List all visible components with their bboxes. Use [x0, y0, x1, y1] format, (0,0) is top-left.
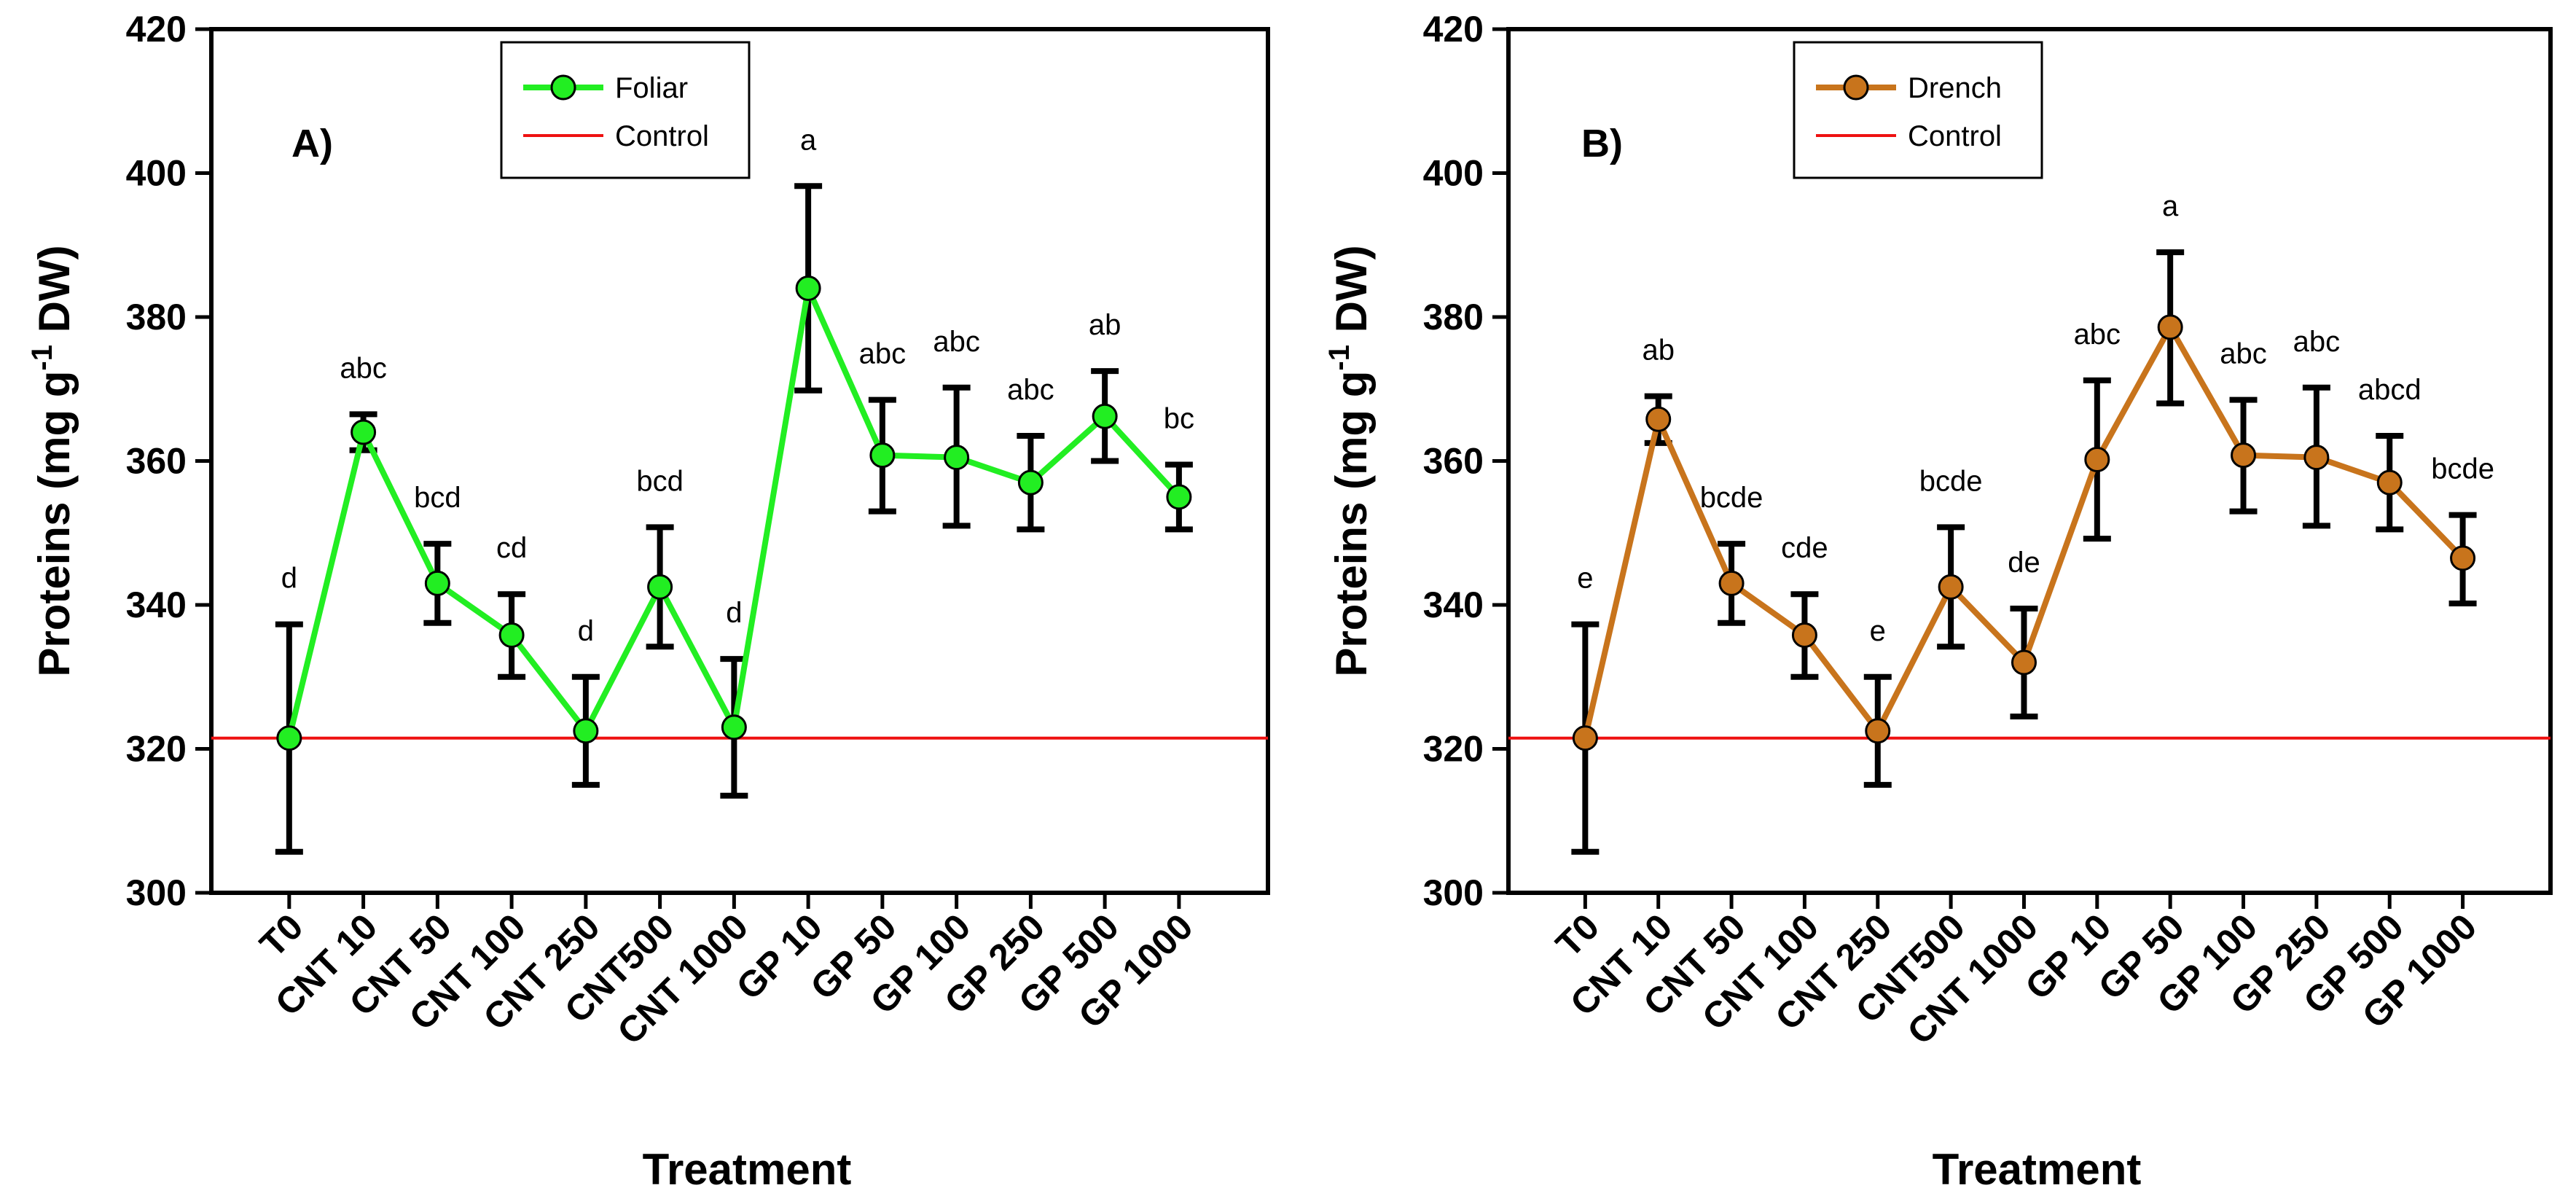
data-point — [351, 419, 377, 445]
data-point — [2157, 314, 2183, 340]
y-axis-title-main: Proteins (mg g — [30, 371, 79, 677]
y-tick-label: 300 — [126, 872, 187, 913]
y-tick-label: 300 — [1423, 872, 1484, 913]
data-point — [424, 570, 450, 596]
data-point — [721, 714, 747, 740]
y-tick-label: 400 — [126, 153, 187, 194]
y-axis-title-sup: -1 — [1323, 345, 1355, 371]
x-axis-title: Treatment — [1933, 1145, 2142, 1194]
y-axis-title-main: Proteins (mg g — [1327, 371, 1376, 677]
data-point — [869, 442, 896, 469]
y-tick-label: 420 — [126, 9, 187, 50]
significance-label: de — [2008, 547, 2040, 579]
data-point — [2376, 469, 2403, 496]
significance-label: abc — [2293, 326, 2341, 358]
y-axis-title-sup: -1 — [26, 345, 58, 371]
data-point — [2231, 442, 2257, 469]
data-point — [795, 275, 821, 301]
legend-swatch-marker — [1843, 74, 1869, 101]
significance-label: cde — [1781, 532, 1828, 564]
data-point — [573, 718, 599, 744]
legend: Drench Control — [1793, 41, 2043, 179]
significance-label: bcde — [1919, 465, 1983, 497]
significance-label: bcde — [2431, 453, 2494, 485]
panel-label: A) — [291, 122, 333, 165]
data-point — [1166, 484, 1192, 510]
data-point — [2303, 445, 2330, 471]
data-point — [1718, 570, 1745, 596]
data-point — [1865, 718, 1891, 744]
data-point — [1017, 469, 1044, 496]
y-tick-label: 320 — [126, 729, 187, 770]
significance-label: a — [2162, 190, 2179, 222]
significance-label: e — [1577, 563, 1593, 595]
legend-box — [1793, 41, 2043, 179]
significance-label: abc — [2074, 318, 2121, 351]
legend-label-series: Foliar — [615, 72, 688, 104]
significance-label: bcd — [636, 465, 684, 497]
significance-label: abc — [933, 326, 980, 358]
legend-label-control: Control — [615, 120, 709, 152]
legend-label-series: Drench — [1908, 72, 2002, 104]
y-axis-title: Proteins (mg g-1 DW) — [1323, 245, 1376, 676]
significance-label: bc — [1164, 402, 1194, 434]
y-tick-label: 360 — [1423, 441, 1484, 482]
x-axis-title: Treatment — [643, 1145, 852, 1194]
data-point — [1791, 622, 1817, 648]
y-tick-label: 340 — [126, 585, 187, 625]
y-tick-label: 360 — [126, 441, 187, 482]
data-point — [647, 574, 673, 600]
legend: Foliar Control — [500, 41, 751, 179]
significance-label: abc — [340, 352, 387, 384]
significance-label: abc — [859, 338, 907, 370]
legend-box — [500, 41, 751, 179]
significance-label: abc — [1007, 374, 1054, 406]
data-point — [944, 445, 970, 471]
data-point — [1572, 725, 1598, 751]
data-point — [2011, 649, 2037, 676]
y-tick-label: 400 — [1423, 153, 1484, 194]
significance-label: ab — [1642, 335, 1675, 367]
data-point — [2084, 447, 2110, 473]
y-tick-label: 380 — [1423, 297, 1484, 337]
significance-label: bcde — [1700, 482, 1763, 514]
x-tick-label: T0 — [252, 906, 311, 965]
y-tick-label: 340 — [1423, 585, 1484, 625]
data-point — [1938, 574, 1964, 600]
data-point — [1645, 406, 1672, 432]
y-tick-label: 420 — [1423, 9, 1484, 50]
x-tick-label: GP 10 — [729, 906, 830, 1007]
significance-label: cd — [496, 532, 527, 564]
significance-label: a — [800, 124, 817, 156]
significance-label: e — [1870, 615, 1886, 647]
y-axis-title-tail: DW) — [1327, 245, 1376, 345]
legend-swatch-marker — [550, 74, 576, 101]
x-tick-label: T0 — [1548, 906, 1607, 965]
significance-label: abc — [2220, 338, 2267, 370]
significance-label: d — [726, 597, 742, 629]
data-point — [276, 725, 302, 751]
y-tick-label: 380 — [126, 297, 187, 337]
panel-label: B) — [1581, 122, 1623, 165]
data-point — [1092, 403, 1118, 429]
significance-label: ab — [1089, 309, 1121, 341]
data-point — [498, 622, 525, 648]
legend-label-control: Control — [1908, 120, 2002, 152]
significance-label: abcd — [2358, 374, 2422, 406]
significance-label: d — [578, 615, 594, 647]
y-axis-title: Proteins (mg g-1 DW) — [26, 245, 79, 676]
significance-label: bcd — [414, 482, 461, 514]
y-axis-title-tail: DW) — [30, 245, 79, 345]
y-tick-label: 320 — [1423, 729, 1484, 770]
significance-label: d — [281, 563, 297, 595]
data-point — [2450, 545, 2476, 571]
